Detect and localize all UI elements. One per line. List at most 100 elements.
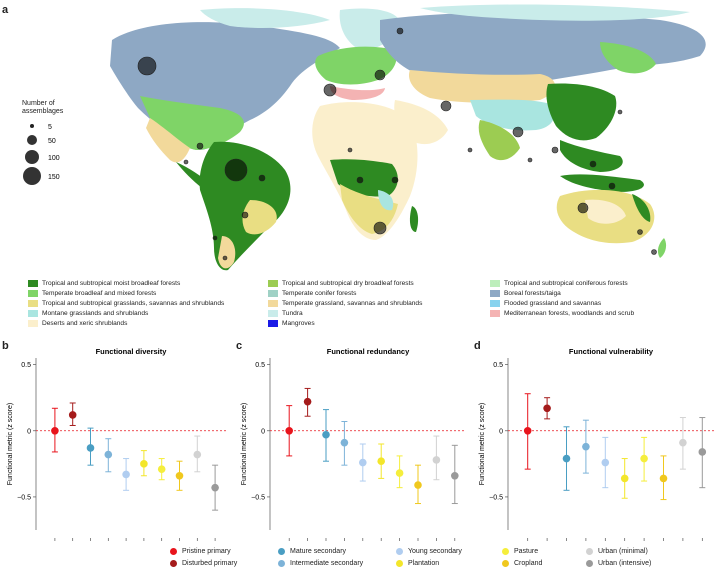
assemblage-point <box>374 69 386 81</box>
biome-swatch <box>490 300 500 307</box>
biome-legend-item: Mangroves <box>268 320 315 327</box>
map-assemblage-points <box>137 27 657 261</box>
assemblage-point <box>241 211 249 219</box>
legend-dot <box>586 548 593 555</box>
data-point <box>601 458 610 467</box>
land-use-legend-item: Pasture <box>502 548 538 555</box>
biome-legend-item: Tundra <box>268 310 303 317</box>
data-point <box>211 483 219 492</box>
biome-swatch <box>268 320 278 327</box>
assemblage-point <box>651 249 657 255</box>
data-point <box>193 450 202 459</box>
data-point <box>640 454 648 463</box>
assemblage-point <box>196 142 204 150</box>
biome-legend-item: Tropical and subtropical grasslands, sav… <box>28 300 224 307</box>
data-point <box>303 397 312 406</box>
assemblage-point <box>551 146 559 154</box>
data-point <box>122 470 130 479</box>
biome-swatch <box>268 280 278 287</box>
assemblage-point <box>440 100 452 112</box>
legend-dot <box>170 560 177 567</box>
y-tick-label: 0 <box>27 428 31 435</box>
data-point <box>285 426 293 435</box>
data-point <box>395 469 404 477</box>
data-point <box>414 481 422 489</box>
size-legend-label: 50 <box>48 138 56 145</box>
land-use-legend-item: Intermediate secondary <box>278 560 363 567</box>
data-point <box>140 460 148 468</box>
data-point <box>523 426 532 435</box>
chart-functional-vulnerability: Functional vulnerability 0.5 0 −0.5 Function… <box>479 347 714 541</box>
biome-legend-item: Temperate conifer forests <box>268 290 356 297</box>
chart-title: Functional vulnerability <box>569 347 654 356</box>
data-point <box>620 474 629 483</box>
land-use-legend-item: Mature secondary <box>278 548 346 555</box>
data-point <box>451 471 459 480</box>
size-legend-label: 100 <box>48 155 60 162</box>
land-use-legend-item: Disturbed primary <box>170 560 237 567</box>
data-point <box>582 442 590 451</box>
y-tick-label: 0.5 <box>493 362 503 369</box>
y-axis-label: Functional metric (z score) <box>241 403 248 485</box>
y-tick-label: 0 <box>499 428 503 435</box>
assemblage-point <box>467 147 473 153</box>
legend-dot <box>502 560 509 567</box>
data-point <box>51 426 59 435</box>
assemblage-point <box>183 159 189 165</box>
biome-world-map <box>110 4 706 271</box>
map-landmasses <box>110 4 706 271</box>
land-use-legend-item: Urban (intensive) <box>586 560 651 567</box>
land-use-legend-item: Cropland <box>502 560 542 567</box>
land-use-legend: Pristine primary Disturbed primary Matur… <box>170 548 722 578</box>
panel-letter-d: d <box>474 340 481 352</box>
assemblage-point <box>577 202 589 214</box>
assemblage-point <box>391 176 399 184</box>
assemblage-point <box>356 176 364 184</box>
data-point <box>562 454 571 463</box>
data-point <box>432 456 441 464</box>
data-point <box>86 444 95 452</box>
legend-dot <box>396 548 403 555</box>
legend-dot <box>502 548 509 555</box>
data-point <box>68 411 77 419</box>
assemblage-point <box>347 147 353 153</box>
y-tick-label: 0.5 <box>21 362 31 369</box>
chart-title: Functional redundancy <box>327 347 410 356</box>
assemblage-point <box>222 255 228 261</box>
data-point <box>543 404 551 413</box>
assemblage-point <box>608 182 616 190</box>
chart-functional-redundancy: Functional redundancy 0.5 0 −0.5 Functional … <box>241 347 466 541</box>
biome-legend-item: Boreal forests/taiga <box>490 290 561 297</box>
biome-legend-item: Temperate grassland, savannas and shrubl… <box>268 300 422 307</box>
assemblage-point <box>589 160 597 168</box>
assemblage-point <box>396 27 404 35</box>
legend-dot <box>278 560 285 567</box>
assemblage-point <box>637 229 643 235</box>
data-point <box>175 471 184 480</box>
y-axis-label: Functional metric (z score) <box>7 403 14 485</box>
y-tick-label: 0 <box>261 428 265 435</box>
assemblage-point <box>212 235 218 241</box>
data-point <box>157 465 166 473</box>
size-legend-label: 150 <box>48 174 60 181</box>
chart-title: Functional diversity <box>96 347 168 356</box>
land-use-legend-item: Plantation <box>396 560 439 567</box>
biome-legend-item: Montane grasslands and shrublands <box>28 310 148 317</box>
data-point <box>359 458 367 467</box>
assemblage-point <box>373 221 387 235</box>
legend-dot <box>586 560 593 567</box>
data-point <box>698 448 707 456</box>
y-tick-label: −0.5 <box>17 494 31 501</box>
biome-legend-item: Deserts and xeric shrublands <box>28 320 127 327</box>
biome-swatch <box>28 290 38 297</box>
land-use-legend-item: Pristine primary <box>170 548 231 555</box>
biome-swatch <box>28 280 38 287</box>
size-legend-title-2: assemblages <box>22 108 64 115</box>
legend-dot <box>278 548 285 555</box>
assemblage-point <box>258 174 266 182</box>
biome-swatch <box>268 290 278 297</box>
biome-legend-item: Tropical and subtropical moist broadleaf… <box>28 280 180 287</box>
biome-swatch <box>490 290 500 297</box>
data-point <box>377 457 385 465</box>
assemblage-point <box>224 158 248 182</box>
